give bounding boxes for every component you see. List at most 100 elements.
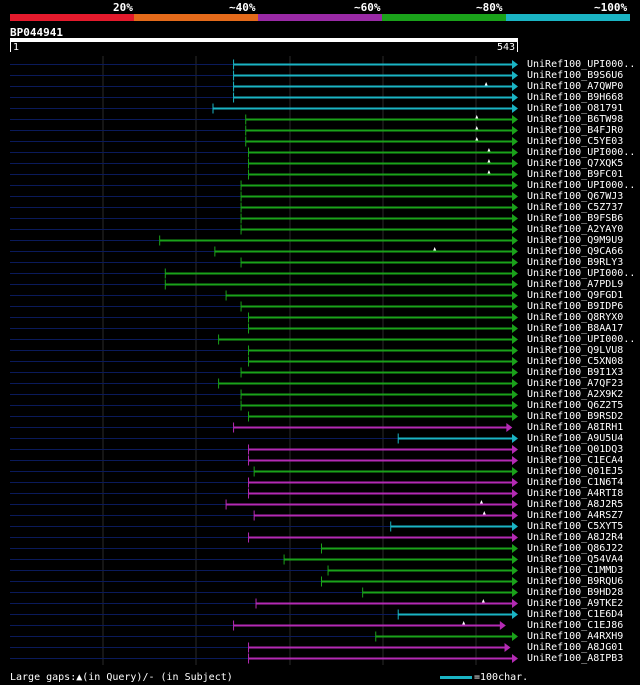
- query-gap-marker-icon: [475, 137, 479, 141]
- hit-arrow-icon: [512, 478, 518, 487]
- hit-name-link[interactable]: UniRef100_A4RTI8: [527, 487, 624, 499]
- hit-name-link[interactable]: UniRef100_C5Z737: [527, 201, 624, 213]
- hit-name-link[interactable]: UniRef100_A9TKE2: [527, 597, 624, 609]
- hit-name-link[interactable]: UniRef100_Q7XQK5: [527, 157, 624, 169]
- hit-arrow-icon: [512, 203, 518, 212]
- hit-name-link[interactable]: UniRef100_Q9FGD1: [527, 289, 624, 301]
- hit-name-link[interactable]: UniRef100_O81791: [527, 102, 624, 114]
- hit-name-link[interactable]: UniRef100_C5YE03: [527, 135, 624, 147]
- hit-arrow-icon: [512, 654, 518, 663]
- hit-name-link[interactable]: UniRef100_A7QWP0: [527, 80, 624, 92]
- hit-arrow-icon: [512, 181, 518, 190]
- hit-name-link[interactable]: UniRef100_A2X9K2: [527, 388, 624, 400]
- hit-arrow-icon: [512, 258, 518, 267]
- hit-name-link[interactable]: UniRef100_Q9LVU8: [527, 344, 624, 356]
- hit-name-link[interactable]: UniRef100_A2YAY0: [527, 223, 624, 235]
- hit-name-link[interactable]: UniRef100_B9FSB6: [527, 212, 624, 224]
- hit-name-link[interactable]: UniRef100_UPI000..: [527, 146, 636, 158]
- hit-name-link[interactable]: UniRef100_B9HD28: [527, 586, 624, 598]
- hit-name-link[interactable]: UniRef100_A9U5U4: [527, 432, 624, 444]
- hit-name-link[interactable]: UniRef100_Q01DQ3: [527, 443, 624, 455]
- hit-arrow-icon: [512, 522, 518, 531]
- legend-label-40: ~40%: [229, 1, 256, 14]
- query-gap-marker-icon: [475, 115, 479, 119]
- hit-name-link[interactable]: UniRef100_B9RQU6: [527, 575, 624, 587]
- query-start-label: 1: [13, 42, 20, 53]
- legend-label-60: ~60%: [354, 1, 381, 14]
- hit-name-link[interactable]: UniRef100_C1N6T4: [527, 476, 624, 488]
- hit-arrow-icon: [512, 588, 518, 597]
- hit-arrow-icon: [512, 159, 518, 168]
- hit-name-link[interactable]: UniRef100_A4RSZ7: [527, 509, 624, 521]
- hit-arrow-icon: [512, 632, 518, 641]
- legend-segment-20: [10, 14, 134, 21]
- hit-arrow-icon: [512, 247, 518, 256]
- hit-name-link[interactable]: UniRef100_Q54VA4: [527, 553, 624, 565]
- query-gap-marker-icon: [481, 599, 485, 603]
- hit-arrow-icon: [512, 368, 518, 377]
- hit-name-link[interactable]: UniRef100_UPI000..: [527, 267, 636, 279]
- query-gap-marker-icon: [482, 511, 486, 515]
- hit-arrow-icon: [499, 621, 506, 630]
- hit-arrow-icon: [512, 599, 518, 608]
- legend-label-80: ~80%: [476, 1, 503, 14]
- hit-name-link[interactable]: UniRef100_C1EJ86: [527, 619, 624, 631]
- hit-name-link[interactable]: UniRef100_B8AA17: [527, 322, 624, 334]
- hit-arrow-icon: [512, 610, 518, 619]
- hit-name-link[interactable]: UniRef100_C1E6D4: [527, 608, 624, 620]
- hit-name-link[interactable]: UniRef100_A7PDL9: [527, 278, 624, 290]
- hit-name-link[interactable]: UniRef100_B9I1X3: [527, 366, 624, 378]
- hit-name-link[interactable]: UniRef100_B9H668: [527, 91, 624, 103]
- hit-name-link[interactable]: UniRef100_Q6Z2T5: [527, 399, 624, 411]
- hit-name-link[interactable]: UniRef100_A8IRH1: [527, 421, 624, 433]
- hit-name-link[interactable]: UniRef100_B6TW98: [527, 113, 624, 125]
- hit-name-link[interactable]: UniRef100_Q86J22: [527, 542, 624, 554]
- hit-arrow-icon: [512, 555, 518, 564]
- hit-arrow-icon: [512, 401, 518, 410]
- hit-arrow-icon: [512, 269, 518, 278]
- hit-name-link[interactable]: UniRef100_Q01EJ5: [527, 465, 624, 477]
- hit-name-link[interactable]: UniRef100_B9FC01: [527, 168, 624, 180]
- hit-arrow-icon: [512, 192, 518, 201]
- hit-name-link[interactable]: UniRef100_A8JG01: [527, 641, 624, 653]
- hit-name-link[interactable]: UniRef100_A8J2R5: [527, 498, 624, 510]
- hit-name-link[interactable]: UniRef100_C1ECA4: [527, 454, 624, 466]
- legend-label-20: 20%: [113, 1, 133, 14]
- hit-arrow-icon: [512, 225, 518, 234]
- legend-segment-100: [506, 14, 630, 21]
- hit-name-link[interactable]: UniRef100_B9RLY3: [527, 256, 624, 268]
- hit-arrow-icon: [512, 335, 518, 344]
- hit-arrow-icon: [512, 280, 518, 289]
- scale-swatch: [440, 675, 472, 679]
- query-line: [10, 38, 518, 42]
- query-gap-marker-icon: [487, 159, 491, 163]
- hit-name-link[interactable]: UniRef100_Q8RYX0: [527, 311, 624, 323]
- hit-name-link[interactable]: UniRef100_UPI000..: [527, 179, 636, 191]
- hit-arrow-icon: [504, 643, 511, 652]
- hit-name-link[interactable]: UniRef100_A7QF23: [527, 377, 624, 389]
- hit-name-link[interactable]: UniRef100_UPI000..: [527, 333, 636, 345]
- query-gap-marker-icon: [462, 621, 466, 625]
- hit-name-link[interactable]: UniRef100_C1MMD3: [527, 564, 624, 576]
- hit-name-link[interactable]: UniRef100_A8J2R4: [527, 531, 624, 543]
- hit-name-link[interactable]: UniRef100_B9RSD2: [527, 410, 624, 422]
- hit-arrow-icon: [512, 412, 518, 421]
- hit-name-link[interactable]: UniRef100_B4FJR0: [527, 124, 624, 136]
- hit-name-link[interactable]: UniRef100_C5XYT5: [527, 520, 624, 532]
- legend-label-100: ~100%: [594, 1, 628, 14]
- hit-name-link[interactable]: UniRef100_C5XN08: [527, 355, 624, 367]
- hit-arrow-icon: [512, 456, 518, 465]
- hit-name-link[interactable]: UniRef100_Q9M9U9: [527, 234, 624, 246]
- hit-arrow-icon: [512, 60, 518, 69]
- hit-name-link[interactable]: UniRef100_B9IDP6: [527, 300, 624, 312]
- hit-name-link[interactable]: UniRef100_Q67WJ3: [527, 190, 624, 202]
- hit-name-link[interactable]: UniRef100_B9S6U6: [527, 69, 624, 81]
- legend-segment-80: [382, 14, 506, 21]
- hit-name-link[interactable]: UniRef100_A8IPB3: [527, 652, 624, 664]
- query-gap-marker-icon: [475, 126, 479, 130]
- hit-name-link[interactable]: UniRef100_A4RXH9: [527, 630, 624, 642]
- query-gap-marker-icon: [479, 500, 483, 504]
- hit-name-link[interactable]: UniRef100_UPI000..: [527, 58, 636, 70]
- hit-name-link[interactable]: UniRef100_Q9CA66: [527, 245, 624, 257]
- hit-arrow-icon: [512, 148, 518, 157]
